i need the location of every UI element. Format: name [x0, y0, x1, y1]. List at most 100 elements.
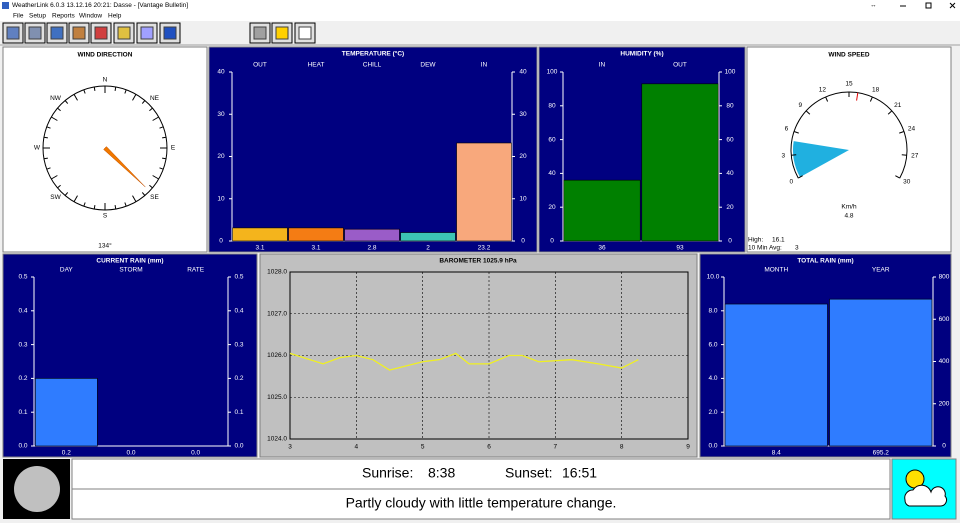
tick-label: 20 [726, 204, 734, 211]
category-label: OUT [673, 62, 687, 69]
menu-item[interactable]: Setup [29, 13, 46, 20]
dial-tick [798, 175, 803, 179]
dial-label: 3 [781, 153, 785, 160]
compass-tick [73, 94, 78, 101]
toolbar-icon[interactable] [50, 26, 64, 40]
panel-title: TEMPERATURE (°C) [342, 50, 404, 58]
high-label: High: [748, 237, 763, 244]
toolbar-icon[interactable] [72, 26, 86, 40]
sunset: 16:51 [562, 465, 597, 481]
compass-tick [64, 100, 69, 104]
dial-label: 9 [798, 102, 802, 109]
tick-label: 30 [519, 111, 527, 118]
toolbar-icon[interactable] [140, 26, 154, 40]
compass-tick [152, 116, 159, 121]
compass-label: NW [50, 95, 62, 102]
close[interactable] [949, 2, 956, 9]
tick-label: 20 [548, 204, 556, 211]
maximize[interactable] [925, 2, 932, 9]
value-label: 3.1 [255, 245, 264, 252]
compass-tick [124, 89, 127, 94]
panel-title: WIND DIRECTION [78, 52, 133, 59]
tick-label: 0.2 [18, 375, 27, 382]
bar [400, 232, 456, 242]
menu-item[interactable]: Help [108, 13, 122, 20]
compass-tick [73, 195, 78, 202]
compass-tick [83, 202, 86, 207]
menu-item[interactable]: File [13, 13, 24, 20]
toolbar-icon[interactable] [6, 26, 20, 40]
tick-label: 10.0 [707, 274, 720, 281]
value-label: 93 [676, 245, 684, 252]
compass-label: SE [150, 194, 159, 201]
bar [232, 227, 288, 242]
tick-label: 40 [548, 170, 556, 177]
bar [34, 378, 98, 447]
panel-title: HUMIDITY (%) [620, 51, 663, 58]
menu-item[interactable]: Window [79, 13, 102, 20]
restore-arrows[interactable]: ↔ [870, 2, 877, 9]
title-bar [0, 0, 960, 11]
bar [563, 179, 641, 242]
toolbar-icon[interactable] [253, 26, 267, 40]
x-tick-label: 8 [620, 444, 624, 451]
x-tick-label: 7 [554, 444, 558, 451]
compass-tick [83, 89, 86, 94]
tick-label: 2.0 [708, 409, 717, 416]
dial-tick [887, 110, 893, 115]
toolbar-icon[interactable] [28, 26, 42, 40]
wind-needle [103, 146, 146, 188]
dial-label: 15 [845, 81, 853, 88]
tick-label: 100 [547, 69, 558, 76]
compass-tick [149, 107, 153, 112]
toolbar-icon[interactable] [275, 26, 289, 40]
compass-label: W [34, 145, 41, 152]
compass-tick [46, 167, 51, 170]
toolbar-icon[interactable] [117, 26, 131, 40]
pressure-line [289, 352, 639, 371]
compass-tick [162, 136, 167, 139]
bar [641, 83, 719, 242]
compass-tick [124, 202, 127, 207]
compass-tick [141, 192, 146, 196]
dial-tick [895, 175, 900, 179]
compass-label: NE [150, 95, 160, 102]
dial-label: 12 [819, 86, 827, 93]
tick-label: 8.0 [708, 308, 717, 315]
high-marker [856, 92, 859, 101]
moon-phase [14, 466, 60, 512]
cloud-icon [904, 484, 948, 507]
tick-label: 0.4 [18, 308, 27, 315]
toolbar-icon[interactable] [163, 26, 177, 40]
compass-tick [132, 94, 137, 101]
dial-label: 27 [911, 153, 919, 160]
bar [288, 227, 344, 242]
tick-label: 0.0 [708, 443, 717, 450]
compass-tick [141, 100, 146, 104]
tick-label: 40 [519, 69, 527, 76]
dial-tick [869, 96, 873, 102]
bar [724, 303, 828, 447]
tick-label: 0 [942, 443, 946, 450]
value-label: 36 [598, 245, 606, 252]
app-icon [2, 2, 9, 9]
compass-tick [114, 86, 117, 91]
unit: Km/h [841, 204, 857, 211]
toolbar-icon[interactable] [298, 26, 312, 40]
y-tick-label: 1024.0 [267, 436, 287, 443]
wind-speed-wedge [793, 141, 849, 178]
category-label: STORM [119, 267, 142, 274]
wind-speed-value: 4.8 [844, 213, 853, 220]
panel-title: CURRENT RAIN (mm) [96, 258, 163, 265]
menu-item[interactable]: Reports [52, 13, 76, 20]
tick-label: 60 [548, 136, 556, 143]
compass-tick [152, 175, 159, 180]
compass-tick [159, 126, 164, 129]
tick-label: 0.1 [18, 409, 27, 416]
high-value: 16.1 [772, 237, 785, 244]
compass-tick [64, 192, 69, 196]
toolbar-icon[interactable] [94, 26, 108, 40]
compass-tick [93, 86, 96, 91]
tick-label: 200 [939, 400, 950, 407]
tick-label: 0 [728, 238, 732, 245]
